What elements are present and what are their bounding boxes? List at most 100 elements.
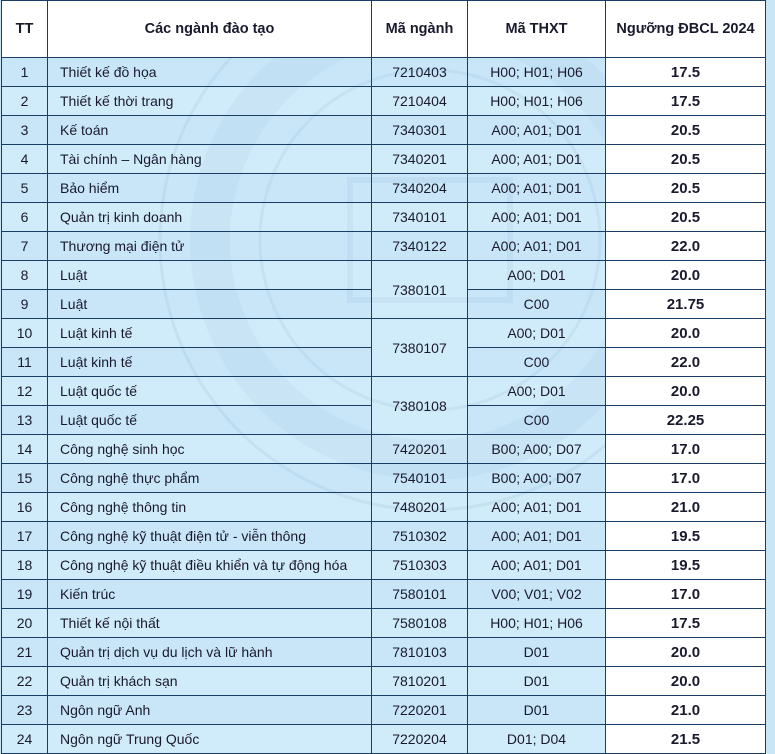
major-name: Công nghệ kỹ thuật điều khiển và tự động…	[47, 550, 372, 580]
threshold-score: 17.5	[605, 86, 766, 116]
threshold-score: 22.0	[605, 231, 766, 261]
threshold-score: 17.5	[605, 608, 766, 638]
row-number: 13	[1, 405, 48, 435]
major-code: 7540101	[371, 463, 468, 493]
major-name: Thương mại điện tử	[47, 231, 372, 261]
major-code: 7340101	[371, 202, 468, 232]
major-name: Công nghệ thực phẩm	[47, 463, 372, 493]
combination-code: A00; A01; D01	[467, 521, 606, 551]
table-row: 18 Công nghệ kỹ thuật điều khiển và tự độ…	[1, 550, 766, 580]
threshold-score: 20.0	[605, 260, 766, 290]
table-row: 17 Công nghệ kỹ thuật điện tử - viễn thôn…	[1, 521, 766, 551]
row-number: 15	[1, 463, 48, 493]
major-code: 7420201	[371, 434, 468, 464]
threshold-score: 21.0	[605, 695, 766, 725]
row-number: 12	[1, 376, 48, 406]
major-name: Ngôn ngữ Trung Quốc	[47, 724, 372, 754]
major-name: Công nghệ thông tin	[47, 492, 372, 522]
major-code: 7340201	[371, 144, 468, 174]
row-number: 18	[1, 550, 48, 580]
threshold-score: 20.0	[605, 666, 766, 696]
row-number: 19	[1, 579, 48, 609]
table-row: 8 Luật 7380101 A00; D01 20.0	[1, 260, 766, 319]
row-number: 22	[1, 666, 48, 696]
table-row: 2 Thiết kế thời trang 7210404 H00; H01; H06…	[1, 86, 766, 116]
threshold-score: 20.5	[605, 202, 766, 232]
threshold-score: 22.25	[605, 405, 766, 435]
header-major-code: Mã ngành	[371, 0, 468, 58]
row-number: 11	[1, 347, 48, 377]
major-name: Luật	[47, 289, 372, 319]
major-name: Ngôn ngữ Anh	[47, 695, 372, 725]
combination-code: A00; D01	[467, 260, 606, 290]
table-row: 24 Ngôn ngữ Trung Quốc 7220204 D01; D04 21.5	[1, 724, 766, 754]
threshold-score: 20.0	[605, 376, 766, 406]
row-number: 6	[1, 202, 48, 232]
combination-code: A00; A01; D01	[467, 115, 606, 145]
combination-code: C00	[467, 289, 606, 319]
major-code: 7480201	[371, 492, 468, 522]
major-name: Kiến trúc	[47, 579, 372, 609]
major-name: Thiết kế thời trang	[47, 86, 372, 116]
combination-code: D01	[467, 637, 606, 667]
combination-code: A00; A01; D01	[467, 492, 606, 522]
row-number: 14	[1, 434, 48, 464]
threshold-score: 22.0	[605, 347, 766, 377]
major-code: 7580101	[371, 579, 468, 609]
threshold-score: 19.5	[605, 521, 766, 551]
table-row: 5 Bảo hiểm 7340204 A00; A01; D01 20.5	[1, 173, 766, 203]
row-number: 5	[1, 173, 48, 203]
combination-code: D01; D04	[467, 724, 606, 754]
combination-code: D01	[467, 666, 606, 696]
threshold-score: 17.0	[605, 579, 766, 609]
major-name: Kế toán	[47, 115, 372, 145]
threshold-score: 17.0	[605, 463, 766, 493]
major-name: Luật kinh tế	[47, 318, 372, 348]
major-name: Thiết kế nội thất	[47, 608, 372, 638]
row-number: 2	[1, 86, 48, 116]
combination-code: H00; H01; H06	[467, 608, 606, 638]
row-number: 8	[1, 260, 48, 290]
threshold-score: 21.5	[605, 724, 766, 754]
major-name: Tài chính – Ngân hàng	[47, 144, 372, 174]
threshold-score: 17.0	[605, 434, 766, 464]
combination-code: B00; A00; D07	[467, 434, 606, 464]
major-code: 7220201	[371, 695, 468, 725]
major-code: 7220204	[371, 724, 468, 754]
major-name: Quản trị dịch vụ du lịch và lữ hành	[47, 637, 372, 667]
threshold-score: 20.5	[605, 115, 766, 145]
major-name: Luật kinh tế	[47, 347, 372, 377]
row-number: 24	[1, 724, 48, 754]
table-row: 4 Tài chính – Ngân hàng 7340201 A00; A01; D…	[1, 144, 766, 174]
table-row: 14 Công nghệ sinh học 7420201 B00; A00; D07…	[1, 434, 766, 464]
major-code: 7810103	[371, 637, 468, 667]
threshold-score: 20.5	[605, 173, 766, 203]
header-tt: TT	[1, 0, 48, 58]
row-number: 9	[1, 289, 48, 319]
major-name: Thiết kế đồ họa	[47, 57, 372, 87]
row-number: 1	[1, 57, 48, 87]
table-row: 19 Kiến trúc 7580101 V00; V01; V02 17.0	[1, 579, 766, 609]
header-threshold-2024: Ngưỡng ĐBCL 2024	[605, 0, 766, 58]
major-name: Công nghệ kỹ thuật điện tử - viễn thông	[47, 521, 372, 551]
combination-code: C00	[467, 347, 606, 377]
table-row: 15 Công nghệ thực phẩm 7540101 B00; A00; D0…	[1, 463, 766, 493]
combination-code: H00; H01; H06	[467, 86, 606, 116]
combination-code: A00; A01; D01	[467, 144, 606, 174]
major-code: 7810201	[371, 666, 468, 696]
header-combination-code: Mã THXT	[467, 0, 606, 58]
threshold-score: 21.0	[605, 492, 766, 522]
combination-code: D01	[467, 695, 606, 725]
table-row: 1 Thiết kế đồ họa 7210403 H00; H01; H06 17.5	[1, 57, 766, 87]
table-row: 7 Thương mại điện tử 7340122 A00; A01; D01 2…	[1, 231, 766, 261]
header-major-name: Các ngành đào tạo	[47, 0, 372, 58]
row-number: 23	[1, 695, 48, 725]
table-row: 3 Kế toán 7340301 A00; A01; D01 20.5	[1, 115, 766, 145]
combination-code: V00; V01; V02	[467, 579, 606, 609]
threshold-score: 21.75	[605, 289, 766, 319]
major-name: Luật quốc tế	[47, 376, 372, 406]
major-code: 7340204	[371, 173, 468, 203]
combination-code: A00; D01	[467, 318, 606, 348]
table-row: 12 Luật quốc tế 7380108 A00; D01 20.0	[1, 376, 766, 435]
major-code: 7380108	[371, 376, 468, 435]
